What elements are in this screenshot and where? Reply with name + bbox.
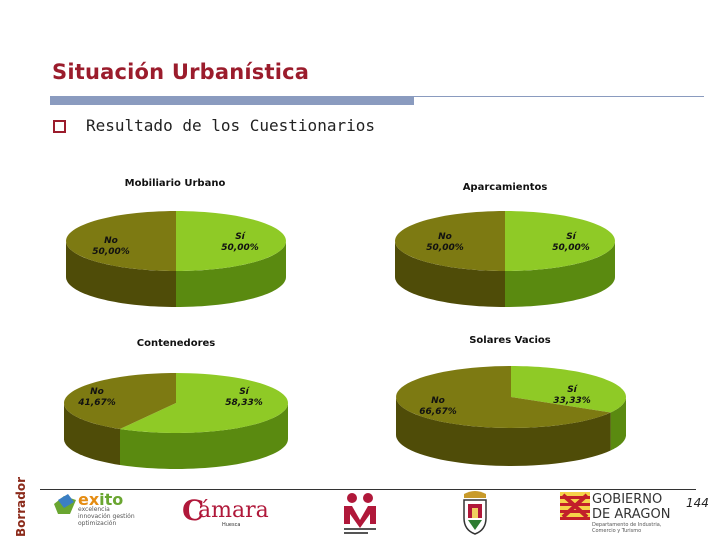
data-label-si: 50,00% bbox=[552, 243, 590, 253]
pie-side-no bbox=[396, 397, 611, 466]
chart-title: Contenedores bbox=[137, 338, 216, 349]
pie-slice-no bbox=[64, 373, 176, 429]
data-label-no: No bbox=[431, 396, 445, 406]
data-label-si: 33,33% bbox=[553, 396, 591, 406]
title-bar bbox=[50, 96, 414, 105]
data-label-no: 41,67% bbox=[77, 398, 116, 408]
pie-slice-si bbox=[176, 211, 286, 271]
pie-slice-si bbox=[120, 373, 288, 433]
data-label-si: 50,00% bbox=[221, 243, 259, 253]
gobierno-aragon-logo-text: GOBIERNO DE ARAGON bbox=[592, 492, 671, 522]
data-label-si: Sí bbox=[566, 232, 577, 242]
chart-title: Solares Vacios bbox=[469, 335, 551, 346]
pie-slice-no bbox=[396, 366, 611, 428]
camara-logo-subtext: Huesca bbox=[222, 522, 241, 528]
gobierno-aragon-logo-mark bbox=[560, 492, 590, 520]
pie-slice-no bbox=[66, 211, 176, 271]
pie-charts: Mobiliario UrbanoSí50,00%No50,00%Aparcam… bbox=[64, 178, 626, 469]
camara-logo-text: ámara bbox=[198, 498, 269, 523]
data-label-no: No bbox=[438, 232, 452, 242]
page-title: Situación Urbanística bbox=[52, 60, 310, 84]
data-label-si: Sí bbox=[567, 385, 578, 395]
bullet-text: Resultado de los Cuestionarios bbox=[86, 116, 375, 135]
footer-divider bbox=[40, 489, 696, 490]
pie-slice-si bbox=[505, 211, 615, 271]
exito-logo bbox=[54, 494, 76, 514]
data-label-no: No bbox=[90, 387, 104, 397]
exito-logo-subtext: excelencia innovación gestión optimizaci… bbox=[78, 506, 135, 527]
data-label-si: 58,33% bbox=[225, 398, 263, 408]
chart-title: Mobiliario Urbano bbox=[125, 178, 226, 189]
bullet-square-icon bbox=[53, 120, 66, 133]
data-label-no: 50,00% bbox=[426, 243, 464, 253]
data-label-si: Sí bbox=[235, 232, 246, 242]
pie-side-si bbox=[176, 241, 286, 307]
borrador-stamp: Borrador bbox=[14, 476, 29, 538]
gobierno-aragon-logo-subtext: Departamento de Industria, Comercio y Tu… bbox=[592, 522, 662, 534]
data-label-no: 50,00% bbox=[92, 247, 130, 257]
pie-slice-si bbox=[511, 366, 626, 413]
page-number: 144 bbox=[686, 496, 709, 510]
title-underline bbox=[414, 96, 704, 97]
data-label-no: No bbox=[104, 236, 118, 246]
camara-logo-initial: C bbox=[182, 494, 205, 527]
chart-title: Aparcamientos bbox=[463, 182, 548, 193]
pie-side-si bbox=[610, 397, 626, 451]
pie-side-no bbox=[64, 403, 120, 465]
pie-slice-no bbox=[395, 211, 505, 271]
data-label-si: Sí bbox=[239, 387, 250, 397]
pie-side-si bbox=[505, 241, 615, 307]
data-label-no: 66,67% bbox=[419, 407, 457, 417]
coat-of-arms-logo bbox=[463, 491, 487, 535]
exito-logo-text: exito bbox=[78, 490, 124, 509]
pie-side-no bbox=[395, 241, 505, 307]
monegros-logo bbox=[344, 493, 376, 534]
pie-side-no bbox=[66, 241, 176, 307]
pie-side-si bbox=[120, 403, 288, 469]
